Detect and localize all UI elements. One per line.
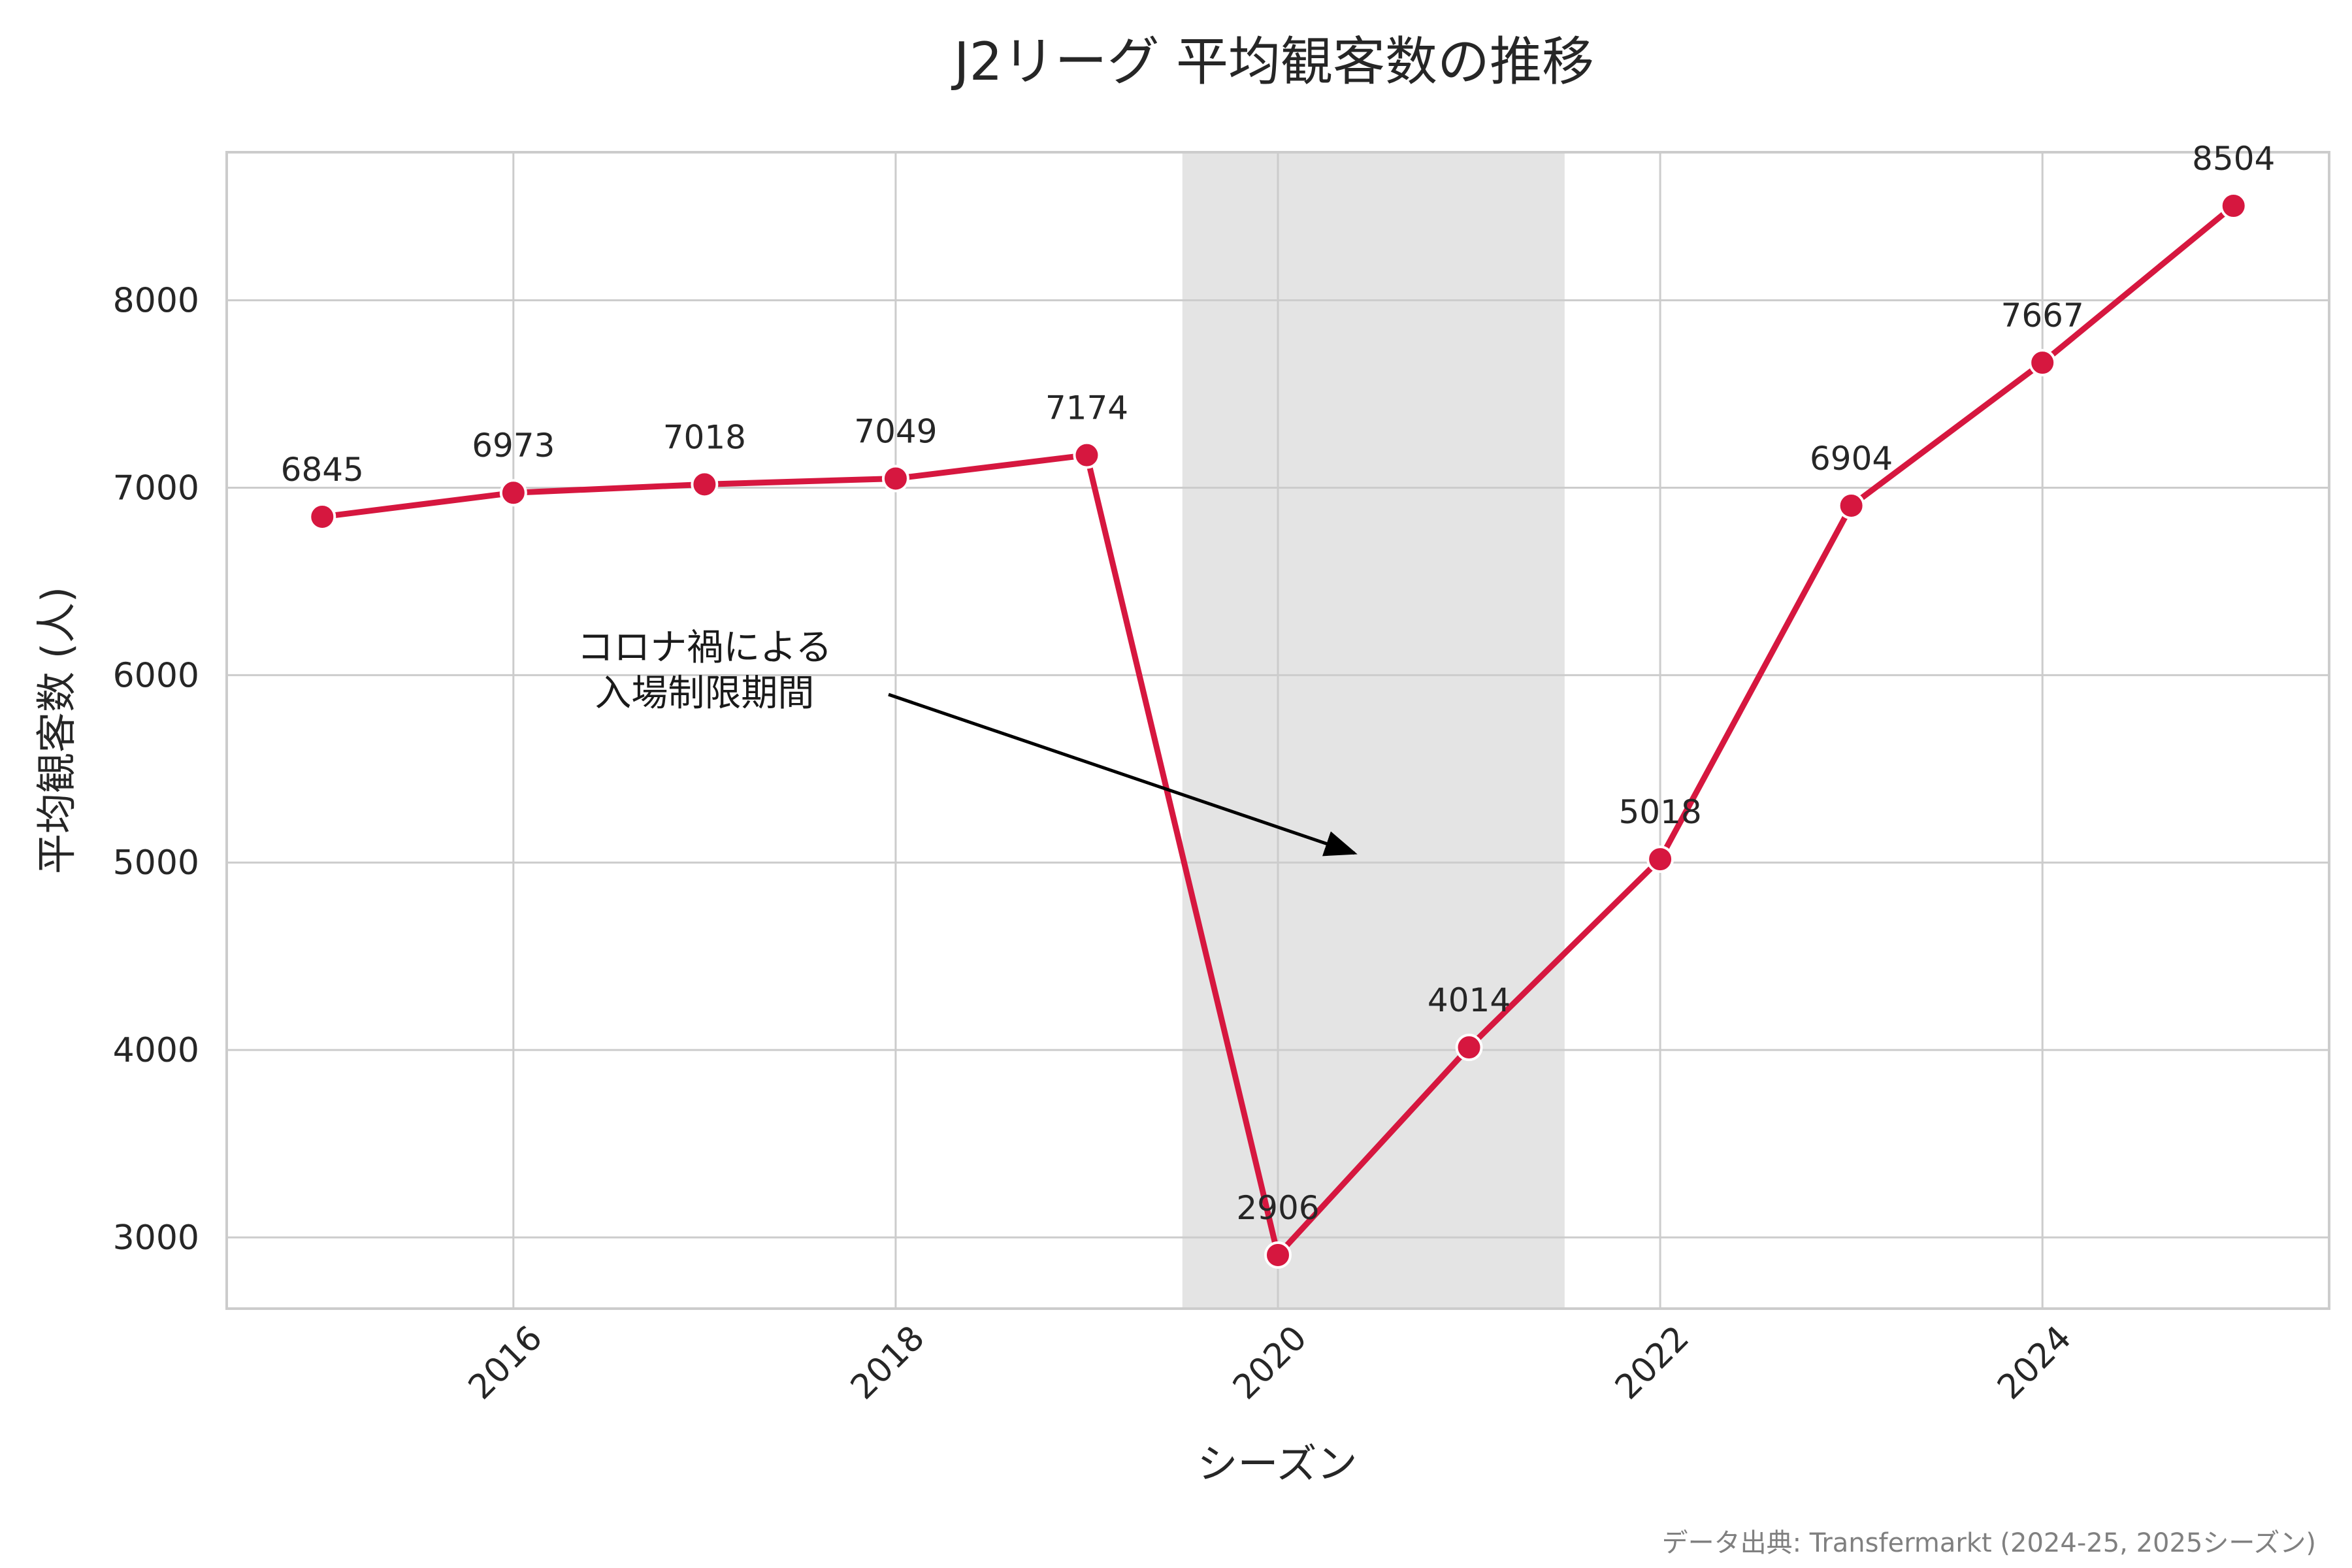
data-point bbox=[1455, 1034, 1483, 1062]
data-label: 6973 bbox=[472, 427, 555, 465]
data-label: 7049 bbox=[854, 412, 937, 450]
y-tick-label: 5000 bbox=[113, 843, 199, 883]
data-label: 8504 bbox=[2192, 140, 2275, 178]
y-tick-label: 4000 bbox=[113, 1031, 199, 1070]
data-label: 2906 bbox=[1236, 1189, 1319, 1227]
y-tick-label: 3000 bbox=[113, 1218, 199, 1258]
annotation-arrow bbox=[888, 693, 1358, 857]
x-tick-label: 2016 bbox=[461, 1318, 550, 1407]
data-point bbox=[1646, 845, 1674, 874]
data-point bbox=[499, 479, 527, 507]
x-tick-label: 2018 bbox=[843, 1318, 932, 1407]
y-tick-label: 7000 bbox=[113, 469, 199, 508]
annotation-text-line: 入場制限期間 bbox=[595, 672, 814, 715]
data-point bbox=[881, 465, 909, 493]
y-tick-label: 8000 bbox=[113, 282, 199, 321]
data-label: 6845 bbox=[281, 451, 364, 489]
data-point bbox=[308, 502, 336, 531]
data-point bbox=[1073, 441, 1101, 469]
x-tick-label: 2020 bbox=[1226, 1318, 1315, 1407]
x-tick-label: 2022 bbox=[1608, 1318, 1697, 1407]
x-axis-label: シーズン bbox=[1198, 1440, 1358, 1488]
chart-title: J2リーグ 平均観客数の推移 bbox=[951, 31, 1594, 92]
data-point bbox=[691, 470, 719, 498]
x-tick-label: 2024 bbox=[1990, 1318, 2079, 1407]
data-label: 7018 bbox=[663, 418, 746, 456]
data-label: 7667 bbox=[2001, 297, 2084, 335]
data-label: 7174 bbox=[1045, 389, 1128, 427]
data-label: 6904 bbox=[1810, 440, 1893, 478]
y-tick-label: 6000 bbox=[113, 656, 199, 695]
annotation-text-line: コロナ禍による bbox=[577, 627, 832, 669]
covid-shaded-region bbox=[1182, 152, 1565, 1309]
source-note: データ出典: Transfermarkt (2024-25, 2025シーズン) bbox=[1662, 1528, 2316, 1558]
y-axis-label: 平均観客数 (人) bbox=[33, 587, 80, 874]
data-point bbox=[1264, 1241, 1292, 1269]
plot-frame bbox=[225, 151, 2330, 1310]
data-point bbox=[2029, 349, 2057, 377]
data-label: 5018 bbox=[1618, 793, 1701, 831]
data-point bbox=[2219, 192, 2247, 220]
data-label: 4014 bbox=[1428, 981, 1511, 1019]
data-point bbox=[1837, 492, 1865, 520]
